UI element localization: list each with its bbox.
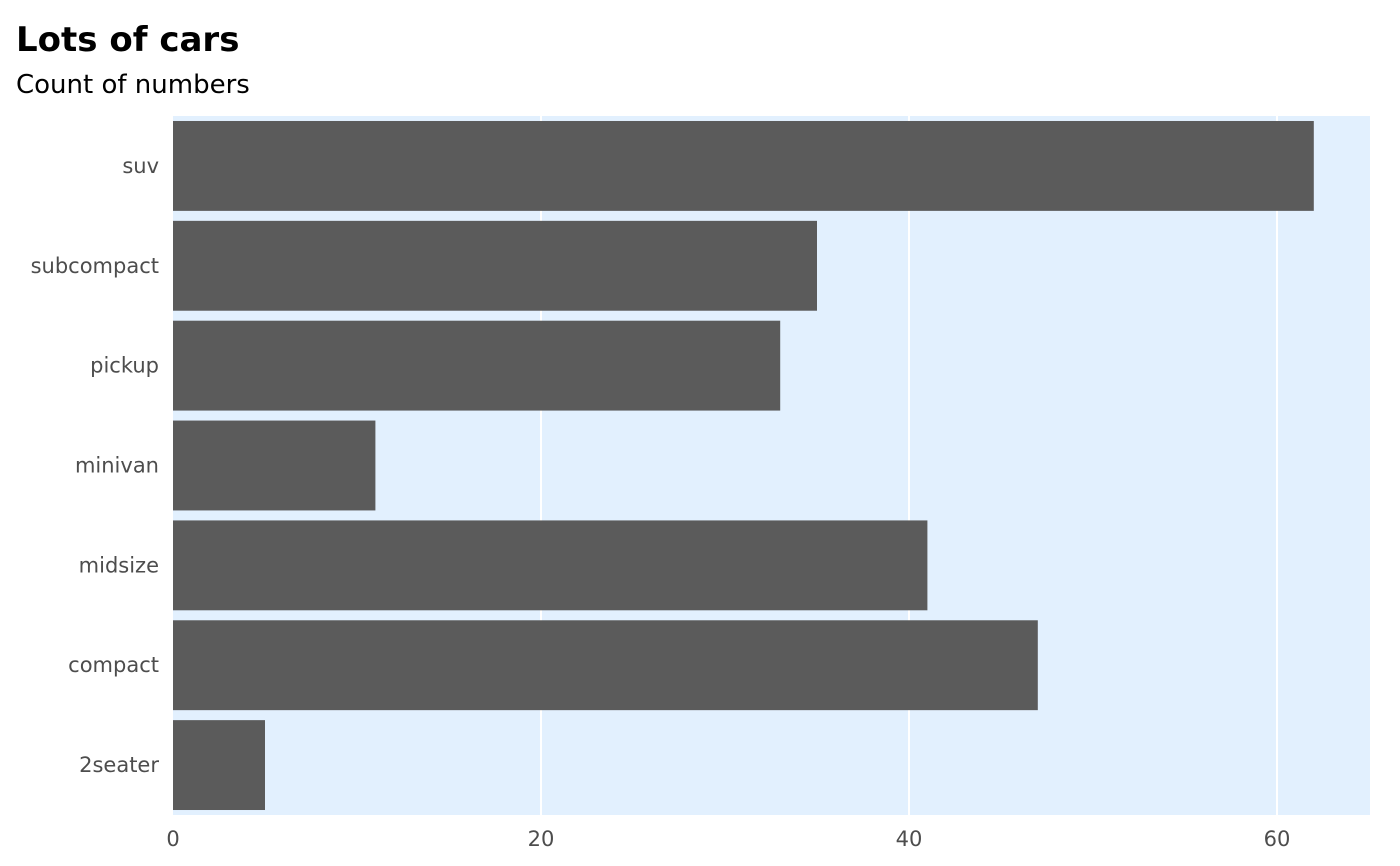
x-tick-label: 20 [528,827,555,851]
x-tick-label: 0 [166,827,179,851]
bar-compact [173,620,1038,711]
bar-2seater [173,720,265,811]
y-tick-label-minivan: minivan [75,454,159,478]
y-tick-label-suv: suv [122,154,159,178]
y-tick-label-compact: compact [68,653,159,677]
bar-minivan [173,420,376,511]
chart-subtitle: Count of numbers [16,70,250,100]
y-tick-label-midsize: midsize [79,553,159,577]
bar-subcompact [173,220,817,311]
x-tick-label: 40 [896,827,923,851]
x-tick-label: 60 [1264,827,1291,851]
x-axis-labels: 0 20 40 60 [166,827,1290,851]
bar-suv [173,120,1314,211]
y-tick-label-2seater: 2seater [79,753,159,777]
y-tick-label-pickup: pickup [90,354,159,378]
y-tick-label-subcompact: subcompact [31,254,159,278]
chart-title: Lots of cars [16,20,240,60]
bar-pickup [173,320,781,411]
bar-midsize [173,520,928,611]
y-axis-labels: 2seater compact midsize minivan pickup subcom… [31,154,160,777]
bars [173,120,1314,811]
